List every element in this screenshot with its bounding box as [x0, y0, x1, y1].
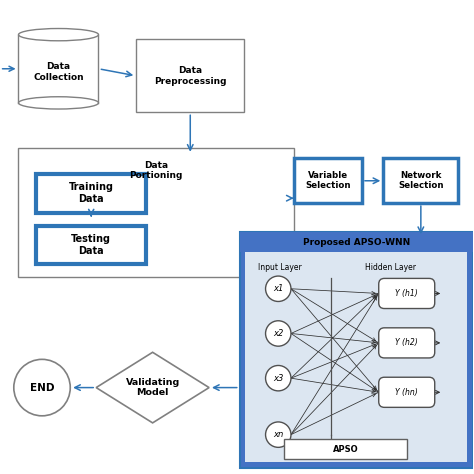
FancyBboxPatch shape [379, 377, 435, 407]
Polygon shape [96, 352, 209, 423]
Ellipse shape [18, 97, 99, 109]
Text: Validating
Model: Validating Model [126, 378, 180, 397]
Bar [18, 147, 294, 277]
Text: Data
Collection: Data Collection [33, 63, 84, 82]
Bar [294, 158, 362, 203]
Text: APSO: APSO [333, 445, 358, 454]
Ellipse shape [18, 28, 99, 41]
Text: Y (h2): Y (h2) [395, 338, 418, 347]
Circle shape [265, 422, 291, 447]
Text: Input Layer: Input Layer [258, 263, 301, 272]
FancyBboxPatch shape [379, 328, 435, 358]
Bar [36, 226, 146, 264]
Bar [246, 238, 467, 462]
Circle shape [265, 276, 291, 301]
Bar [36, 174, 146, 212]
Text: x3: x3 [273, 374, 283, 383]
Text: Testing
Data: Testing Data [71, 234, 111, 256]
Text: Y (h1): Y (h1) [395, 289, 418, 298]
Text: Hidden Layer: Hidden Layer [365, 263, 416, 272]
Text: Data
Portioning: Data Portioning [129, 161, 183, 180]
Text: Variable
Selection: Variable Selection [305, 171, 351, 191]
Circle shape [265, 365, 291, 391]
FancyBboxPatch shape [18, 35, 99, 103]
Text: Network
Selection: Network Selection [398, 171, 444, 191]
Text: Training
Data: Training Data [69, 182, 114, 204]
Circle shape [14, 359, 70, 416]
Bar [284, 439, 407, 459]
Bar [240, 232, 473, 467]
Bar [383, 158, 458, 203]
Text: END: END [30, 383, 55, 392]
Bar [240, 232, 473, 252]
Text: x1: x1 [273, 284, 283, 293]
Text: xn: xn [273, 430, 283, 439]
Text: Y (hn): Y (hn) [395, 388, 418, 397]
FancyBboxPatch shape [379, 278, 435, 309]
Circle shape [265, 321, 291, 346]
Text: Data
Preprocessing: Data Preprocessing [154, 66, 227, 85]
Text: Proposed APSO-WNN: Proposed APSO-WNN [302, 237, 410, 246]
Bar [136, 39, 245, 112]
Text: x2: x2 [273, 329, 283, 338]
